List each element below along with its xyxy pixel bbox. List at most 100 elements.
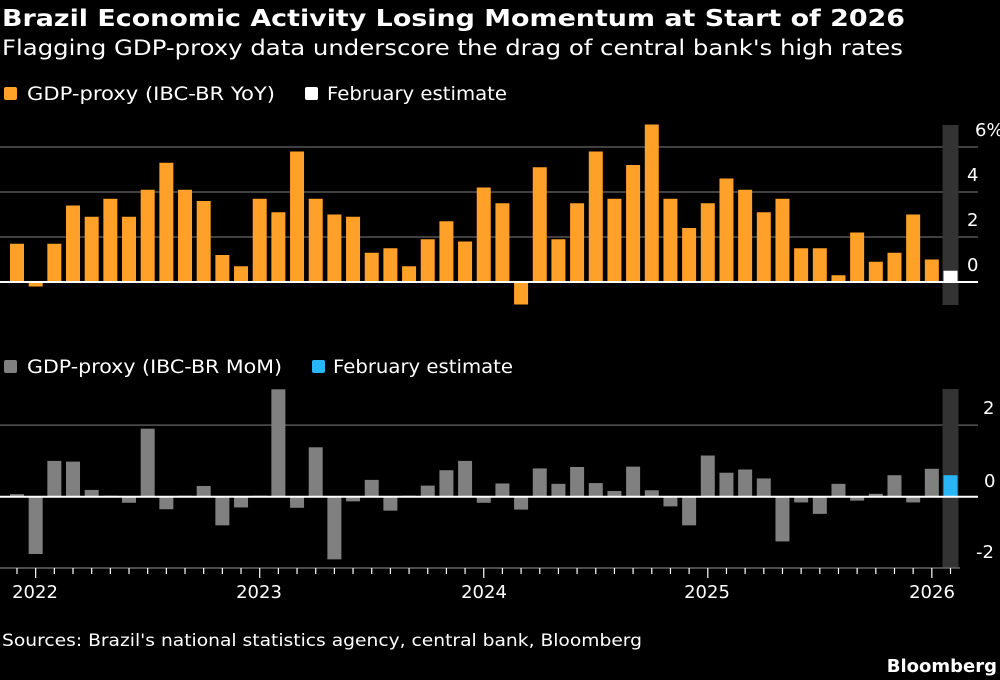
legend-swatch-yoy-estimate bbox=[305, 87, 318, 100]
yoy-bar-2023-03 bbox=[290, 151, 305, 282]
yoy-estimate-bar-2026-02 bbox=[943, 270, 958, 282]
yoy-bar-2022-07 bbox=[140, 189, 155, 282]
mom-bar-2024-02 bbox=[495, 483, 510, 497]
mom-bar-2022-12 bbox=[234, 496, 249, 508]
bloomberg-logo: Bloomberg bbox=[887, 656, 997, 677]
x-tick-2025: 2025 bbox=[684, 582, 730, 603]
yoy-bar-2024-05 bbox=[551, 239, 566, 282]
mom-bar-2025-04 bbox=[756, 478, 771, 497]
mom-bar-2023-07 bbox=[364, 479, 379, 497]
x-tick-2022: 2022 bbox=[12, 582, 58, 603]
yoy-bar-2023-06 bbox=[346, 216, 361, 282]
y-tick-bottom-0: 0 bbox=[984, 471, 995, 492]
yoy-bar-2022-05 bbox=[103, 198, 118, 282]
yoy-bar-2022-03 bbox=[66, 205, 81, 282]
yoy-bar-2024-04 bbox=[532, 167, 547, 282]
mom-bar-2024-01 bbox=[476, 496, 491, 503]
yoy-bar-2021-12 bbox=[10, 243, 24, 282]
y-tick-bottom-2: 2 bbox=[983, 398, 994, 419]
yoy-bar-2023-09 bbox=[402, 266, 417, 282]
mom-bar-2024-11 bbox=[663, 496, 678, 507]
mom-bar-2023-12 bbox=[458, 460, 473, 497]
mom-bar-2022-08 bbox=[159, 496, 174, 510]
yoy-bar-2022-06 bbox=[122, 216, 137, 282]
yoy-bar-2024-11 bbox=[663, 198, 678, 282]
yoy-bar-2023-07 bbox=[364, 252, 379, 282]
mom-bar-2025-09 bbox=[850, 496, 865, 501]
legend-label-yoy-estimate: February estimate bbox=[327, 83, 507, 105]
mom-bar-2023-10 bbox=[420, 485, 435, 497]
yoy-bar-2025-10 bbox=[868, 261, 883, 282]
mom-bar-2022-04 bbox=[84, 489, 99, 497]
mom-bar-2025-05 bbox=[775, 496, 790, 542]
legend-swatch-mom bbox=[4, 360, 17, 373]
mom-bar-2021-12 bbox=[10, 494, 24, 497]
yoy-bar-2023-04 bbox=[308, 198, 323, 282]
mom-bar-2024-05 bbox=[551, 483, 566, 497]
yoy-bar-2025-09 bbox=[850, 232, 865, 282]
mom-estimate-bar-2026-02 bbox=[943, 475, 958, 497]
chart-subtitle: Flagging GDP-proxy data underscore the d… bbox=[2, 36, 903, 60]
mom-bars bbox=[10, 389, 958, 560]
mom-bar-2025-11 bbox=[887, 475, 902, 497]
yoy-bar-2022-09 bbox=[178, 189, 193, 282]
x-tick-2023: 2023 bbox=[236, 582, 282, 603]
mom-bar-2025-06 bbox=[794, 496, 809, 503]
mom-bar-2024-10 bbox=[644, 490, 659, 497]
mom-bar-2024-08 bbox=[607, 490, 622, 497]
yoy-bar-2025-07 bbox=[812, 248, 827, 282]
yoy-bar-2025-06 bbox=[794, 248, 809, 282]
x-tick-2026: 2026 bbox=[909, 582, 955, 603]
y-tick-bottom-neg2: -2 bbox=[976, 542, 994, 563]
mom-bar-2025-03 bbox=[738, 469, 753, 497]
mom-bar-2022-10 bbox=[196, 485, 211, 497]
mom-bar-2022-01 bbox=[28, 496, 43, 554]
x-axis bbox=[0, 567, 960, 578]
yoy-bar-2025-03 bbox=[738, 189, 753, 282]
mom-bar-2024-12 bbox=[682, 496, 697, 526]
legend-swatch-yoy bbox=[4, 87, 17, 100]
yoy-bar-2025-01 bbox=[700, 203, 715, 282]
mom-bar-2022-02 bbox=[47, 460, 62, 497]
sources-note: Sources: Brazil's national statistics ag… bbox=[2, 631, 642, 651]
yoy-bar-2024-06 bbox=[570, 203, 585, 282]
zero-baselines bbox=[0, 281, 978, 498]
legend-label-mom: GDP-proxy (IBC-BR MoM) bbox=[27, 356, 282, 378]
mom-bar-2025-02 bbox=[719, 472, 734, 497]
yoy-bar-2024-02 bbox=[495, 203, 510, 282]
yoy-bar-2024-10 bbox=[644, 124, 659, 282]
mom-bar-2024-09 bbox=[626, 466, 641, 497]
mom-bar-2025-07 bbox=[812, 496, 827, 514]
mom-bar-2026-01 bbox=[924, 468, 939, 497]
mom-bar-2025-12 bbox=[906, 496, 921, 503]
legend-label-yoy: GDP-proxy (IBC-BR YoY) bbox=[27, 83, 275, 105]
mom-bar-2023-06 bbox=[346, 496, 361, 502]
legend-label-mom-estimate: February estimate bbox=[333, 356, 513, 378]
mom-bar-2022-07 bbox=[140, 428, 155, 497]
mom-bar-2023-03 bbox=[290, 496, 305, 508]
mom-bar-2024-07 bbox=[588, 483, 603, 497]
yoy-bar-2025-02 bbox=[719, 178, 734, 282]
mom-bar-2025-01 bbox=[700, 455, 715, 497]
yoy-bar-2024-03 bbox=[514, 282, 529, 305]
y-tick-top-4: 4 bbox=[967, 165, 978, 186]
chart-title: Brazil Economic Activity Losing Momentum… bbox=[2, 6, 905, 32]
mom-bar-2024-04 bbox=[532, 468, 547, 497]
yoy-bar-2025-04 bbox=[756, 212, 771, 282]
yoy-bar-2024-07 bbox=[588, 151, 603, 282]
yoy-bar-2023-05 bbox=[327, 214, 342, 282]
mom-bar-2023-04 bbox=[308, 447, 323, 497]
mom-bar-2025-10 bbox=[868, 493, 883, 497]
legend-swatch-mom-estimate bbox=[312, 360, 325, 373]
x-tick-2024: 2024 bbox=[461, 582, 507, 603]
yoy-bar-2023-12 bbox=[458, 241, 473, 282]
yoy-bar-2025-11 bbox=[887, 252, 902, 282]
mom-bar-2023-05 bbox=[327, 496, 342, 560]
y-tick-top-0: 0 bbox=[967, 255, 978, 276]
mom-bar-2023-11 bbox=[439, 470, 454, 497]
mom-bar-2022-11 bbox=[215, 496, 230, 526]
yoy-bar-2024-01 bbox=[476, 187, 491, 282]
yoy-bar-2026-01 bbox=[924, 259, 939, 282]
